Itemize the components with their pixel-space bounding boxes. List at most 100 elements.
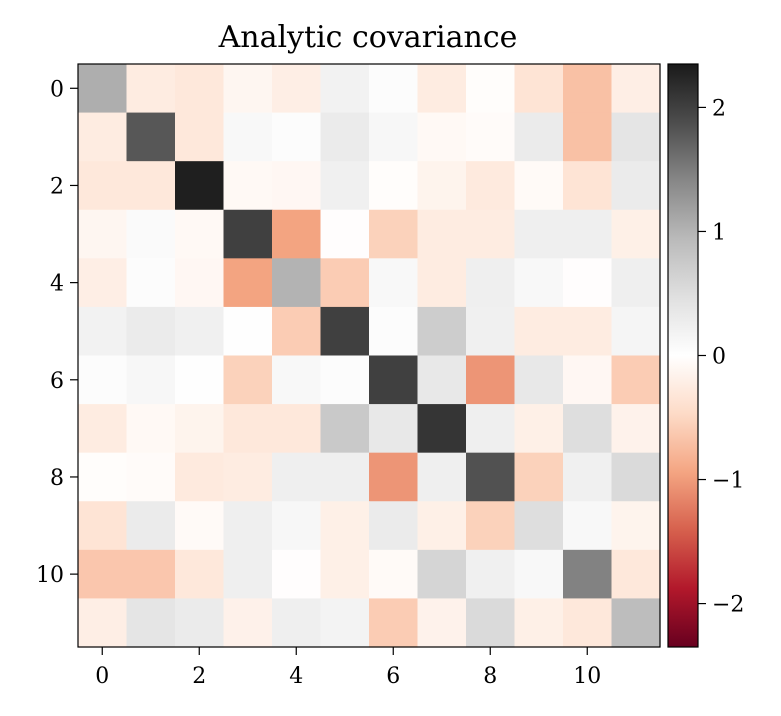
heatmap-cell-1-1: [126, 112, 176, 162]
heatmap-cell-1-3: [223, 112, 273, 162]
heatmap-cell-7-0: [78, 404, 128, 454]
heatmap-cell-6-7: [417, 355, 467, 405]
heatmap-cell-9-6: [369, 501, 419, 551]
heatmap-cell-11-2: [175, 598, 225, 648]
y-tick-label: 4: [50, 272, 64, 297]
heatmap-cell-8-6: [369, 452, 419, 502]
heatmap-cell-9-1: [126, 501, 176, 551]
heatmap-cell-5-0: [78, 306, 128, 357]
heatmap-cell-5-6: [369, 306, 419, 357]
heatmap-cell-10-6: [369, 549, 419, 600]
heatmap-cell-5-4: [272, 306, 322, 357]
heatmap-cell-5-7: [417, 306, 467, 357]
heatmap-cell-6-1: [126, 355, 176, 405]
heatmap-cell-3-7: [417, 209, 467, 259]
heatmap-cell-11-7: [417, 598, 467, 648]
heatmap-cell-5-9: [514, 306, 564, 357]
heatmap-cell-9-5: [320, 501, 370, 551]
heatmap-cell-7-6: [369, 404, 419, 454]
heatmap-cell-5-3: [223, 306, 273, 357]
heatmap-cell-2-3: [223, 161, 273, 211]
heatmap-cell-6-6: [369, 355, 419, 405]
heatmap-cell-4-6: [369, 258, 419, 308]
heatmap-cell-1-6: [369, 112, 419, 162]
heatmap-cell-10-8: [466, 549, 516, 600]
heatmap-cell-9-0: [78, 501, 128, 551]
heatmap-cell-10-0: [78, 549, 128, 600]
colorbar-tick-label: −1: [712, 469, 744, 494]
heatmap-cell-2-2: [175, 161, 225, 211]
heatmap-cell-10-9: [514, 549, 564, 600]
heatmap-cell-8-8: [466, 452, 516, 502]
heatmap-cell-11-8: [466, 598, 516, 648]
x-tick-label: 6: [386, 664, 400, 689]
heatmap-cell-8-0: [78, 452, 128, 502]
heatmap-cell-3-5: [320, 209, 370, 259]
heatmap-cell-3-1: [126, 209, 176, 259]
heatmap-cell-1-10: [563, 112, 613, 162]
heatmap-cell-7-4: [272, 404, 322, 454]
heatmap-cell-8-2: [175, 452, 225, 502]
heatmap-cell-10-2: [175, 549, 225, 600]
heatmap-cell-2-9: [514, 161, 564, 211]
heatmap-cell-2-7: [417, 161, 467, 211]
heatmap-cell-3-3: [223, 209, 273, 259]
colorbar-tick-label: 1: [712, 220, 726, 245]
heatmap-cell-10-7: [417, 549, 467, 600]
colorbar-tick-label: 0: [712, 345, 726, 370]
heatmap-cell-5-1: [126, 306, 176, 357]
heatmap-cell-7-10: [563, 404, 613, 454]
heatmap-cell-10-4: [272, 549, 322, 600]
heatmap-cell-1-2: [175, 112, 225, 162]
heatmap-cell-8-9: [514, 452, 564, 502]
heatmap-cell-10-5: [320, 549, 370, 600]
heatmap-cell-4-9: [514, 258, 564, 308]
heatmap-cell-4-0: [78, 258, 128, 308]
heatmap-cell-6-11: [611, 355, 661, 405]
heatmap-cell-4-10: [563, 258, 613, 308]
heatmap-cell-1-8: [466, 112, 516, 162]
heatmap-cell-2-5: [320, 161, 370, 211]
heatmap-cell-7-8: [466, 404, 516, 454]
heatmap-cell-6-3: [223, 355, 273, 405]
heatmap-cell-1-0: [78, 112, 128, 162]
heatmap-cell-5-11: [611, 306, 661, 357]
x-tick-label: 10: [573, 664, 601, 689]
heatmap-cell-6-10: [563, 355, 613, 405]
heatmap-cell-0-8: [466, 64, 516, 114]
heatmap-cell-8-5: [320, 452, 370, 502]
heatmap-cell-10-1: [126, 549, 176, 600]
heatmap-cell-2-11: [611, 161, 661, 211]
heatmap-cell-1-9: [514, 112, 564, 162]
x-tick-label: 4: [289, 664, 303, 689]
heatmap-cell-11-0: [78, 598, 128, 648]
plot-frame: [77, 63, 661, 648]
heatmap-cell-9-4: [272, 501, 322, 551]
heatmap-cell-10-10: [563, 549, 613, 600]
heatmap-cell-5-2: [175, 306, 225, 357]
heatmap-cell-9-2: [175, 501, 225, 551]
heatmap-cell-11-4: [272, 598, 322, 648]
chart-title: Analytic covariance: [218, 20, 518, 55]
heatmap-cell-2-1: [126, 161, 176, 211]
heatmap-cell-11-10: [563, 598, 613, 648]
heatmap-cell-2-10: [563, 161, 613, 211]
heatmap-cell-3-0: [78, 209, 128, 259]
heatmap-cell-9-9: [514, 501, 564, 551]
heatmap-cell-2-8: [466, 161, 516, 211]
heatmap-cell-2-6: [369, 161, 419, 211]
heatmap-cell-8-1: [126, 452, 176, 502]
heatmap-cell-0-4: [272, 64, 322, 114]
heatmap-cell-1-11: [611, 112, 661, 162]
heatmap-cell-0-5: [320, 64, 370, 114]
heatmap-cell-4-3: [223, 258, 273, 308]
heatmap-cell-4-5: [320, 258, 370, 308]
heatmap-cell-4-1: [126, 258, 176, 308]
heatmap-cell-1-7: [417, 112, 467, 162]
heatmap-cell-8-7: [417, 452, 467, 502]
heatmap-cell-10-3: [223, 549, 273, 600]
heatmap-cell-5-10: [563, 306, 613, 357]
heatmap-cell-7-7: [417, 404, 467, 454]
heatmap-cell-6-5: [320, 355, 370, 405]
heatmap-cell-4-2: [175, 258, 225, 308]
